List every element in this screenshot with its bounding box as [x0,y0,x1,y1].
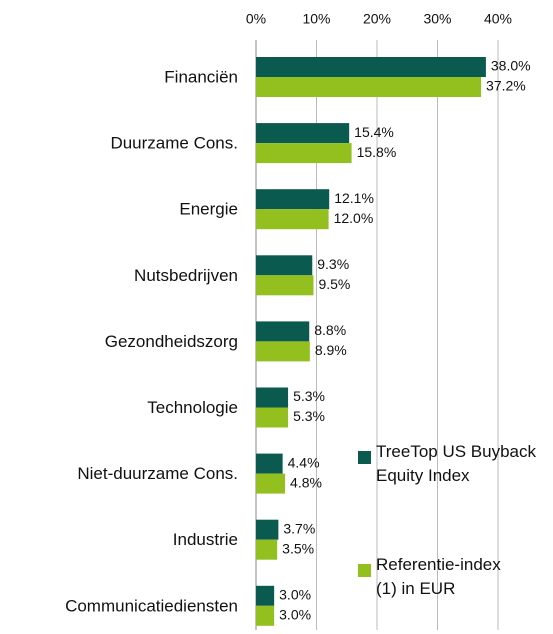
bar [256,585,275,606]
bar [256,143,352,164]
bar [256,473,286,494]
category-label: Energie [179,200,238,219]
value-label: 15.8% [357,144,397,160]
value-label: 12.0% [334,210,374,226]
bar [256,539,278,560]
category-label: Communicatiediensten [65,596,238,615]
x-tick-label: 20% [363,11,391,27]
bar [256,519,279,540]
value-label: 3.0% [279,607,311,623]
legend-label: TreeTop US Buyback Equity Index [376,442,536,485]
value-label: 8.8% [314,322,346,338]
bar [256,453,283,474]
value-label: 5.3% [293,388,325,404]
category-label: Gezondheidszorg [105,332,238,351]
value-label: 12.1% [334,190,374,206]
bar [256,57,486,77]
value-label: 8.9% [315,342,347,358]
bar [256,255,313,276]
value-label: 9.3% [317,256,349,272]
bar [256,123,350,144]
bar [256,605,275,626]
legend-swatch [358,451,371,464]
value-label: 9.5% [318,276,350,292]
bar [256,77,482,97]
value-label: 3.5% [282,540,314,556]
x-tick-label: 10% [302,11,330,27]
bar [256,321,310,342]
value-label: 38.0% [491,58,531,74]
value-label: 15.4% [354,124,394,140]
bar [256,189,330,210]
x-tick-label: 40% [484,11,512,27]
value-label: 4.4% [288,454,320,470]
x-tick-label: 30% [423,11,451,27]
bar [256,341,310,362]
x-tick-label: 0% [246,11,266,27]
value-label: 3.0% [279,587,311,603]
bar [256,275,314,296]
category-label: Niet-duurzame Cons. [77,464,238,483]
legend-swatch [358,564,371,577]
bar [256,209,329,230]
value-label: 3.7% [283,520,315,536]
bar [256,407,289,428]
category-label: Technologie [147,398,238,417]
bar [256,387,289,408]
category-label: Financiën [164,67,238,86]
value-label: 37.2% [486,78,526,94]
value-label: 4.8% [290,474,322,490]
category-label: Nutsbedrijven [134,266,238,285]
legend-label: Referentie-index (1) in EUR [376,555,501,598]
category-label: Industrie [173,530,238,549]
value-label: 5.3% [293,408,325,424]
category-label: Duurzame Cons. [110,134,238,153]
